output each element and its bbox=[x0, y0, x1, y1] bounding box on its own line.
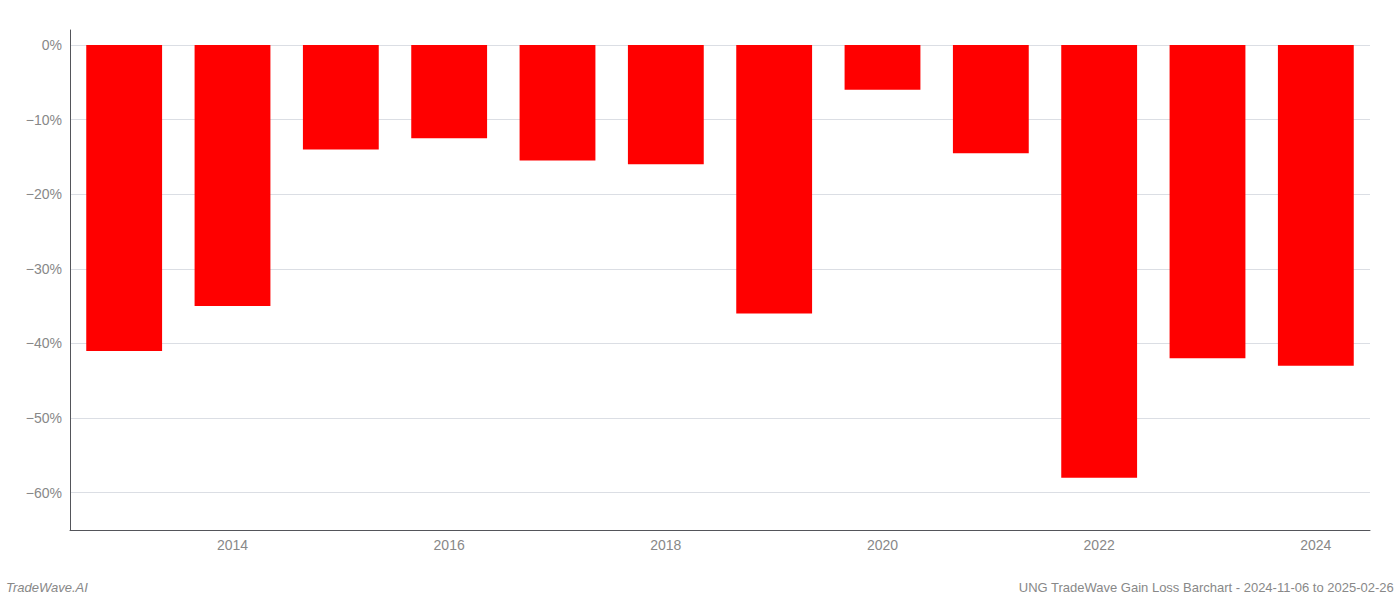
svg-text:2014: 2014 bbox=[217, 537, 248, 553]
svg-text:−20%: −20% bbox=[26, 186, 62, 202]
svg-text:−50%: −50% bbox=[26, 410, 62, 426]
svg-text:2016: 2016 bbox=[434, 537, 465, 553]
svg-text:−40%: −40% bbox=[26, 335, 62, 351]
svg-text:2018: 2018 bbox=[650, 537, 681, 553]
svg-text:0%: 0% bbox=[42, 37, 62, 53]
svg-text:−60%: −60% bbox=[26, 485, 62, 501]
svg-text:TradeWave.AI: TradeWave.AI bbox=[6, 580, 88, 595]
svg-text:2022: 2022 bbox=[1084, 537, 1115, 553]
svg-text:−30%: −30% bbox=[26, 261, 62, 277]
svg-text:2024: 2024 bbox=[1300, 537, 1331, 553]
svg-text:−10%: −10% bbox=[26, 112, 62, 128]
svg-text:2020: 2020 bbox=[867, 537, 898, 553]
svg-text:UNG TradeWave Gain Loss Barcha: UNG TradeWave Gain Loss Barchart - 2024-… bbox=[1019, 580, 1394, 595]
